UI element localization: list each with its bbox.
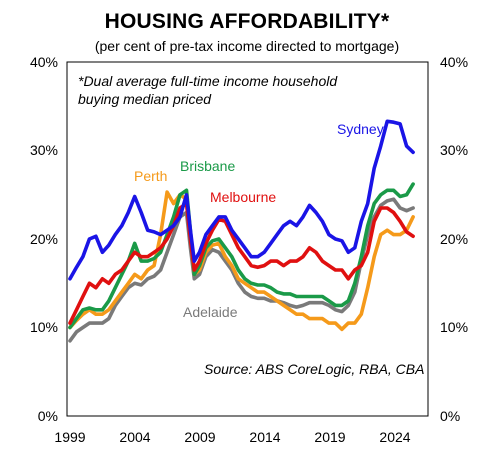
left-y-axis: 40% 30% 20% 10% 0% — [30, 54, 58, 424]
series-label-sydney: Sydney — [337, 121, 384, 137]
plot-frame — [66, 61, 429, 417]
left-tick-label-40: 40% — [30, 54, 58, 70]
footnote-line-1: *Dual average full-time income household — [78, 73, 338, 89]
right-y-axis: 40% 30% 20% 10% 0% — [440, 54, 468, 424]
chart-title: HOUSING AFFORDABILITY* — [104, 10, 390, 33]
x-axis: 1999 2004 2009 2014 2019 2024 — [54, 429, 410, 445]
x-tick-label-1999: 1999 — [54, 429, 85, 445]
x-tick-label-2024: 2024 — [379, 429, 410, 445]
series-line-melbourne — [68, 201, 415, 325]
left-tick-label-20: 20% — [30, 231, 58, 247]
x-tick-label-2009: 2009 — [184, 429, 215, 445]
right-tick-label-10: 10% — [440, 319, 468, 335]
series-line-sydney — [68, 119, 415, 281]
left-tick-label-10: 10% — [30, 319, 58, 335]
footnote-line-2: buying median priced — [78, 91, 212, 107]
source-note: Source: ABS CoreLogic, RBA, CBA — [204, 361, 424, 377]
left-tick-label-30: 30% — [30, 142, 58, 158]
x-tick-label-2019: 2019 — [314, 429, 345, 445]
series-lines — [68, 119, 415, 343]
chart-subtitle: (per cent of pre-tax income directed to … — [94, 38, 400, 54]
series-label-adelaide: Adelaide — [183, 304, 238, 320]
right-tick-label-20: 20% — [440, 231, 468, 247]
right-tick-label-0: 0% — [440, 408, 460, 424]
right-tick-label-40: 40% — [440, 54, 468, 70]
right-tick-label-30: 30% — [440, 142, 468, 158]
left-tick-label-0: 0% — [38, 408, 58, 424]
x-tick-label-2014: 2014 — [249, 429, 280, 445]
series-line-perth — [68, 190, 415, 332]
series-label-perth: Perth — [134, 168, 167, 184]
series-label-melbourne: Melbourne — [210, 189, 276, 205]
series-label-brisbane: Brisbane — [180, 158, 235, 174]
x-tick-label-2004: 2004 — [119, 429, 150, 445]
series-line-adelaide — [68, 197, 415, 343]
